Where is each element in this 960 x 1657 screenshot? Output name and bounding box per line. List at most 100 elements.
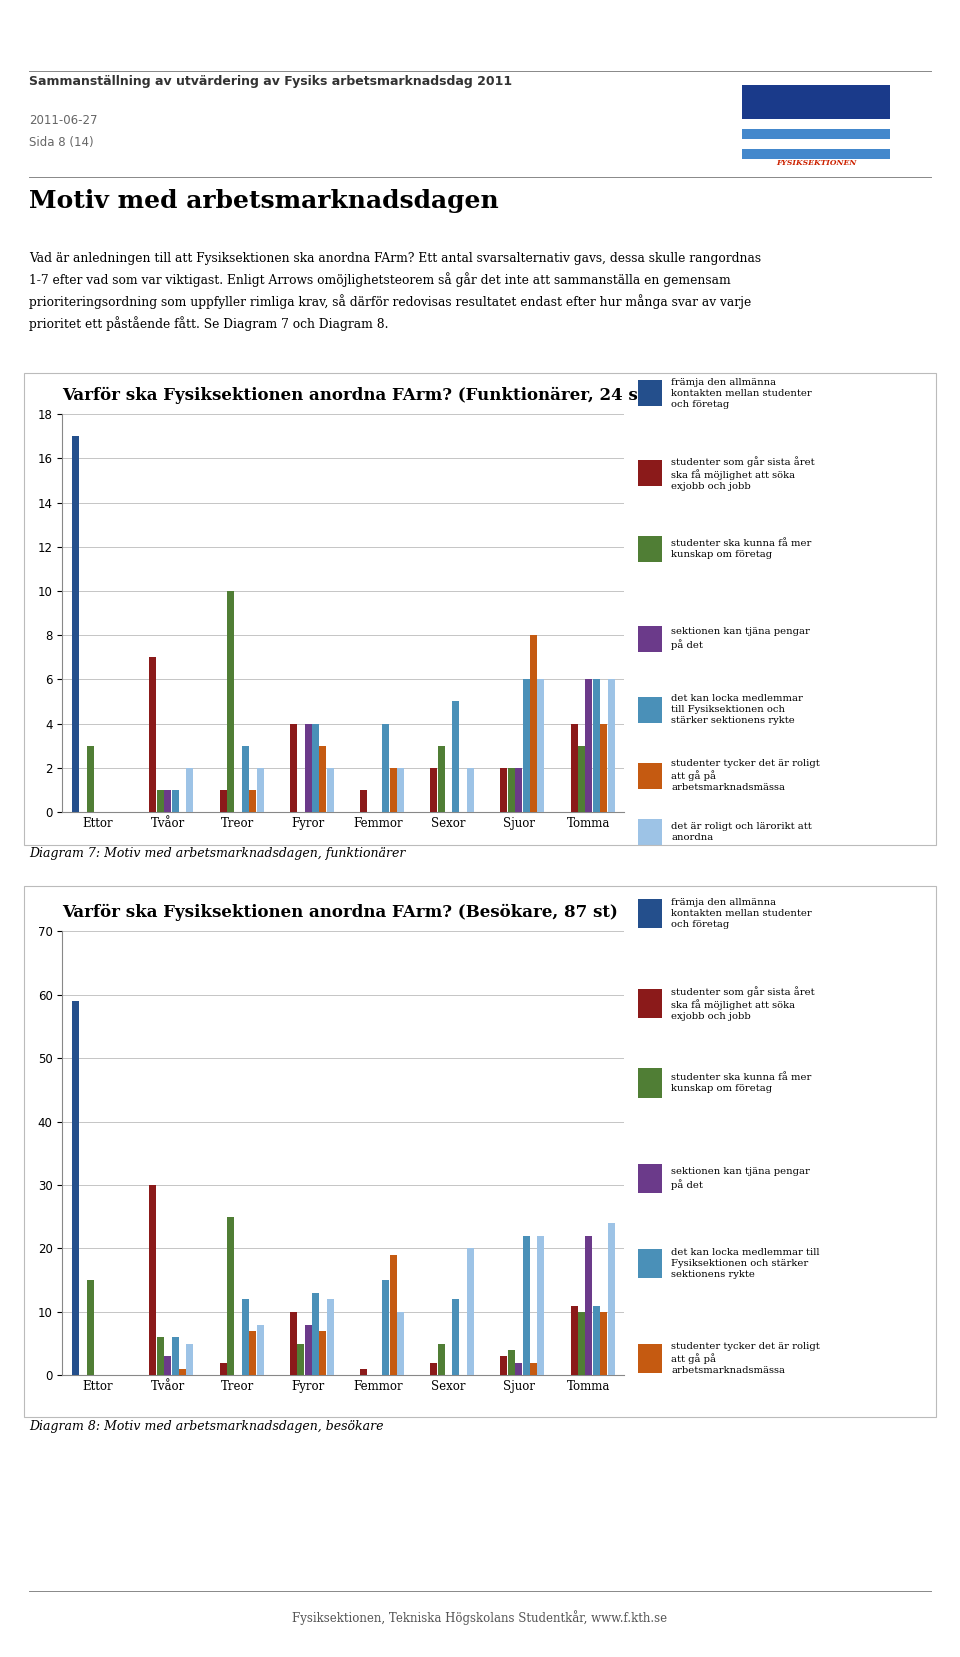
Text: Sammanställning av utvärdering av Fysiks arbetsmarknadsdag 2011: Sammanställning av utvärdering av Fysiks… xyxy=(29,75,512,88)
Bar xyxy=(290,724,297,812)
Text: främja den allmänna
kontakten mellan studenter
och företag: främja den allmänna kontakten mellan stu… xyxy=(671,378,812,409)
Bar xyxy=(468,767,474,812)
Text: studenter tycker det är roligt
att gå på
arbetsmarknadsmässa: studenter tycker det är roligt att gå på… xyxy=(671,1342,820,1375)
Bar xyxy=(396,1312,404,1375)
Text: Sida 8 (14): Sida 8 (14) xyxy=(29,136,93,149)
Bar xyxy=(227,1216,234,1375)
Text: sektionen kan tjäna pengar
på det: sektionen kan tjäna pengar på det xyxy=(671,1167,810,1190)
Bar xyxy=(156,1337,164,1375)
Bar xyxy=(156,790,164,812)
Bar xyxy=(312,1292,319,1375)
Bar xyxy=(227,592,234,812)
Bar xyxy=(530,1362,537,1375)
Text: det är roligt och lärorikt att
anordna: det är roligt och lärorikt att anordna xyxy=(671,822,812,842)
Bar xyxy=(578,746,585,812)
Text: Motiv med arbetsmarknadsdagen: Motiv med arbetsmarknadsdagen xyxy=(29,189,498,212)
Bar xyxy=(438,1344,444,1375)
Bar xyxy=(637,819,662,845)
Bar xyxy=(500,767,508,812)
Text: FYSIKSEKTIONEN: FYSIKSEKTIONEN xyxy=(776,159,856,167)
Text: Diagram 8: Motiv med arbetsmarknadsdagen, besökare: Diagram 8: Motiv med arbetsmarknadsdagen… xyxy=(29,1420,383,1433)
Text: studenter som går sista året
ska få möjlighet att söka
exjobb och jobb: studenter som går sista året ska få möjl… xyxy=(671,456,815,490)
Bar xyxy=(438,746,444,812)
Bar xyxy=(220,1362,227,1375)
Bar xyxy=(742,139,890,149)
Bar xyxy=(186,1344,193,1375)
Bar xyxy=(72,436,79,812)
Bar xyxy=(360,790,367,812)
Bar xyxy=(256,767,263,812)
Bar xyxy=(452,701,460,812)
Bar xyxy=(430,767,437,812)
Bar xyxy=(600,724,607,812)
Bar xyxy=(538,679,544,812)
Bar xyxy=(220,790,227,812)
Bar xyxy=(637,989,662,1017)
Text: Varför ska Fysiksektionen anordna FArm? (Funktionärer, 24 st): Varför ska Fysiksektionen anordna FArm? … xyxy=(62,388,654,404)
Bar xyxy=(637,1249,662,1278)
Bar xyxy=(742,129,890,139)
Bar xyxy=(179,1369,186,1375)
Bar xyxy=(452,1299,460,1375)
Bar xyxy=(522,679,530,812)
Bar xyxy=(592,679,600,812)
Bar xyxy=(430,1362,437,1375)
Bar xyxy=(390,1254,396,1375)
Bar xyxy=(516,767,522,812)
Bar xyxy=(742,119,890,129)
Bar xyxy=(164,790,171,812)
Text: Diagram 7: Motiv med arbetsmarknadsdagen, funktionärer: Diagram 7: Motiv med arbetsmarknadsdagen… xyxy=(29,847,405,860)
Bar xyxy=(86,1281,94,1375)
Text: Vad är anledningen till att Fysiksektionen ska anordna FArm? Ett antal svarsalte: Vad är anledningen till att Fysiksektion… xyxy=(29,252,761,331)
Text: Varför ska Fysiksektionen anordna FArm? (Besökare, 87 st): Varför ska Fysiksektionen anordna FArm? … xyxy=(62,905,618,921)
Bar xyxy=(150,1185,156,1375)
Bar xyxy=(172,1337,179,1375)
Bar xyxy=(390,767,396,812)
Bar xyxy=(186,767,193,812)
Bar xyxy=(570,1306,578,1375)
Bar xyxy=(382,724,389,812)
Text: Fysiksektionen, Tekniska Högskolans Studentkår, www.f.kth.se: Fysiksektionen, Tekniska Högskolans Stud… xyxy=(293,1611,667,1624)
Bar xyxy=(578,1312,585,1375)
Text: 2011-06-27: 2011-06-27 xyxy=(29,114,97,128)
Bar xyxy=(320,1331,326,1375)
Bar xyxy=(320,746,326,812)
Bar xyxy=(172,790,179,812)
Text: det kan locka medlemmar
till Fysiksektionen och
stärker sektionens rykte: det kan locka medlemmar till Fysiksektio… xyxy=(671,694,804,726)
Text: studenter som går sista året
ska få möjlighet att söka
exjobb och jobb: studenter som går sista året ska få möjl… xyxy=(671,986,815,1021)
Bar xyxy=(608,679,614,812)
Text: studenter ska kunna få mer
kunskap om företag: studenter ska kunna få mer kunskap om fö… xyxy=(671,1074,812,1094)
Bar xyxy=(637,762,662,789)
Bar xyxy=(86,746,94,812)
Bar xyxy=(637,1163,662,1193)
Bar xyxy=(164,1357,171,1375)
Bar xyxy=(637,379,662,406)
Bar xyxy=(250,790,256,812)
Bar xyxy=(637,1069,662,1097)
Bar xyxy=(637,461,662,487)
Bar xyxy=(586,1236,592,1375)
Bar xyxy=(608,1223,614,1375)
Bar xyxy=(242,746,249,812)
Bar xyxy=(637,696,662,722)
Bar xyxy=(72,1001,79,1375)
Text: främja den allmänna
kontakten mellan studenter
och företag: främja den allmänna kontakten mellan stu… xyxy=(671,898,812,930)
Bar xyxy=(538,1236,544,1375)
Bar xyxy=(637,1344,662,1374)
Bar xyxy=(637,626,662,651)
Bar xyxy=(250,1331,256,1375)
Bar xyxy=(742,149,890,159)
Bar xyxy=(522,1236,530,1375)
Bar xyxy=(516,1362,522,1375)
Text: studenter ska kunna få mer
kunskap om företag: studenter ska kunna få mer kunskap om fö… xyxy=(671,539,812,558)
Bar xyxy=(742,85,890,119)
Bar xyxy=(360,1369,367,1375)
Bar xyxy=(500,1357,508,1375)
Text: det kan locka medlemmar till
Fysiksektionen och stärker
sektionens rykte: det kan locka medlemmar till Fysiksektio… xyxy=(671,1248,820,1279)
Bar xyxy=(592,1306,600,1375)
Bar xyxy=(150,658,156,812)
Bar xyxy=(242,1299,249,1375)
Bar xyxy=(382,1281,389,1375)
Bar xyxy=(312,724,319,812)
Bar xyxy=(326,1299,334,1375)
